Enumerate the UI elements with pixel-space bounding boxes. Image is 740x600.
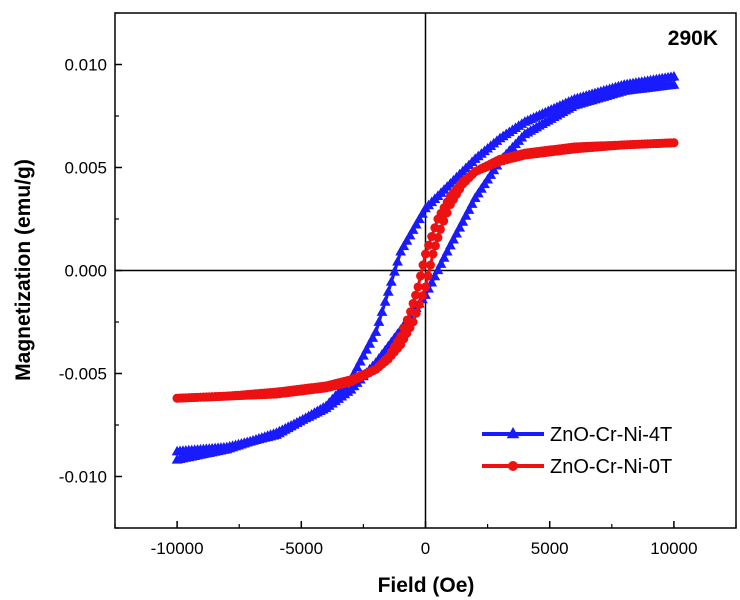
temperature-annotation: 290K <box>668 27 718 50</box>
data-point <box>463 204 475 214</box>
legend-triangle-marker <box>506 427 520 439</box>
data-point <box>454 222 466 232</box>
data-point <box>668 79 680 89</box>
data-point <box>389 266 400 276</box>
x-tick-label: 5000 <box>531 539 569 558</box>
data-point <box>399 323 409 333</box>
data-point <box>172 393 182 403</box>
data-point <box>426 276 438 287</box>
data-point <box>460 210 472 220</box>
series-layer <box>171 70 680 464</box>
x-tick-label: -10000 <box>151 539 204 558</box>
data-point <box>438 252 450 262</box>
legend-label: ZnO-Cr-Ni-4T <box>550 424 672 446</box>
data-point <box>376 306 388 316</box>
data-point <box>379 296 391 306</box>
data-point <box>382 286 394 296</box>
data-point <box>430 241 440 251</box>
data-point <box>428 249 438 259</box>
ticks-layer: -10000 -5000 0 5000 10000 -0.010 -0.005 0.000 0.… <box>59 12 737 558</box>
data-point <box>433 214 443 224</box>
data-point <box>435 258 447 268</box>
legend-circle-marker <box>508 461 518 471</box>
data-point <box>421 249 430 259</box>
x-tick-label: 10000 <box>650 539 697 558</box>
data-point <box>423 271 433 281</box>
data-point <box>424 240 434 250</box>
x-tick-label: -5000 <box>280 539 323 558</box>
data-point <box>466 198 478 208</box>
data-point <box>408 298 418 308</box>
legend: ZnO-Cr-Ni-4T ZnO-Cr-Ni-0T <box>482 424 672 478</box>
data-point <box>451 227 462 238</box>
y-axis-title: Magnetization (emu/g) <box>12 159 35 381</box>
data-point <box>430 223 440 233</box>
data-point <box>395 245 407 256</box>
y-tick-label: -0.010 <box>59 468 107 487</box>
data-point <box>406 307 416 317</box>
legend-label: ZnO-Cr-Ni-0T <box>550 456 672 478</box>
data-point <box>385 276 397 286</box>
data-point <box>432 264 444 275</box>
data-point <box>441 245 453 256</box>
data-point <box>457 216 469 226</box>
y-tick-label: 0.010 <box>64 56 107 75</box>
data-point <box>413 282 423 292</box>
data-point <box>418 260 428 270</box>
data-point <box>373 316 385 326</box>
y-tick-label: -0.005 <box>59 365 107 384</box>
data-point <box>416 271 426 281</box>
x-tick-label: 0 <box>421 539 430 558</box>
data-point <box>429 270 441 281</box>
data-point <box>411 290 421 300</box>
data-point <box>171 445 183 456</box>
x-axis-title: Field (Oe) <box>378 574 475 597</box>
y-tick-label: 0.005 <box>64 159 107 178</box>
data-point <box>444 239 456 250</box>
series-ZnO-Cr-Ni-0T <box>172 138 679 403</box>
data-point <box>421 282 430 292</box>
data-point <box>392 256 403 266</box>
data-point <box>448 233 459 244</box>
data-point <box>427 232 437 242</box>
y-tick-label: 0.000 <box>64 262 107 281</box>
data-point <box>417 291 427 301</box>
data-point <box>425 260 435 270</box>
data-point <box>402 315 412 325</box>
